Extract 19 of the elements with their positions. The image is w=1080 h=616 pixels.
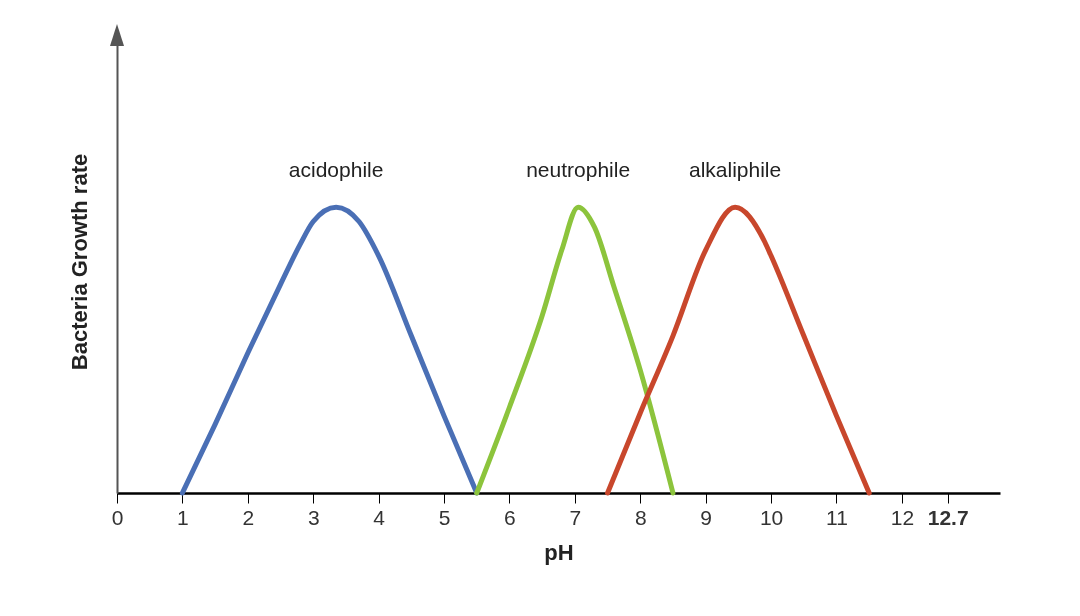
x-tick-label: 12 bbox=[890, 505, 915, 529]
x-tick-label: 10 bbox=[759, 505, 784, 529]
x-tick-label: 7 bbox=[569, 505, 582, 529]
x-tick-label: 2 bbox=[242, 505, 255, 529]
x-tick-label: 9 bbox=[700, 505, 713, 529]
x-tick-label: 5 bbox=[438, 505, 451, 529]
x-tick-label: 1 bbox=[177, 505, 189, 529]
x-axis-title: pH bbox=[544, 539, 574, 565]
x-tick-label: 11 bbox=[826, 505, 848, 529]
x-tick-label: 4 bbox=[373, 505, 386, 529]
x-tick-label: 6 bbox=[504, 505, 516, 529]
x-tick-label: 12.7 bbox=[927, 505, 969, 529]
series-label: alkaliphile bbox=[688, 158, 782, 182]
y-axis-title: Bacteria Growth rate bbox=[66, 153, 92, 371]
x-tick-label: 8 bbox=[634, 505, 647, 529]
x-tick-label: 3 bbox=[307, 505, 320, 529]
series-label: neutrophile bbox=[526, 158, 631, 182]
series-label: acidophile bbox=[288, 158, 384, 182]
x-tick-label: 0 bbox=[111, 505, 124, 529]
